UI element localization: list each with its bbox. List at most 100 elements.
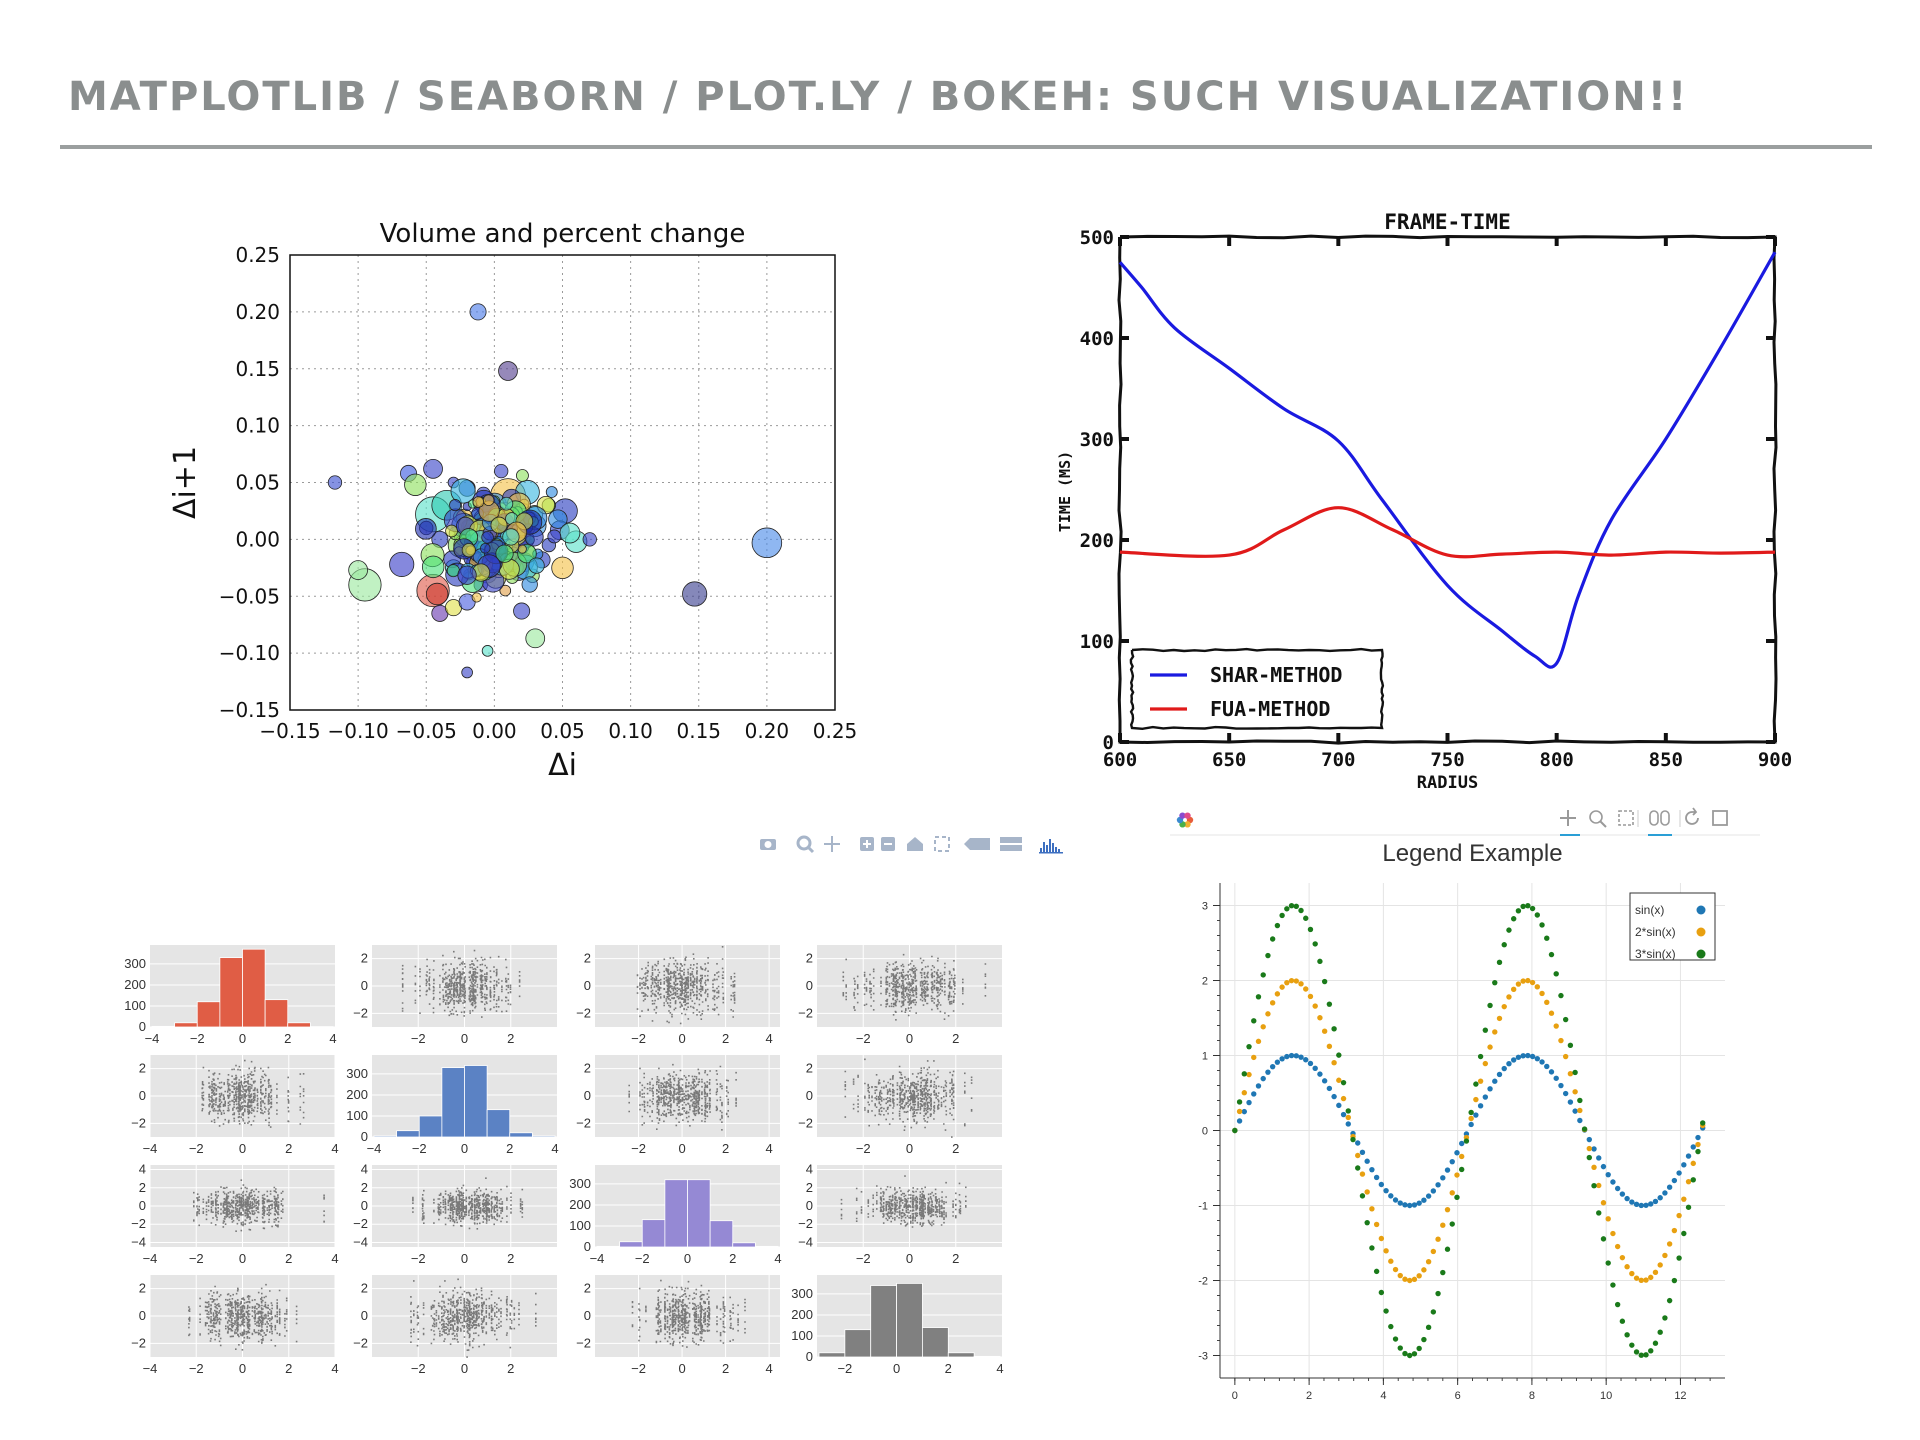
x-tick-label: −2 xyxy=(635,1251,650,1266)
x-tick-label: −2 xyxy=(856,1141,871,1156)
data-point xyxy=(502,528,520,546)
bokeh-toolbar xyxy=(1170,807,1760,836)
data-point xyxy=(1629,1199,1635,1205)
data-point xyxy=(499,496,514,511)
data-point xyxy=(1629,1342,1635,1348)
data-point xyxy=(1624,1264,1630,1270)
histogram-bar xyxy=(196,1001,221,1028)
data-point xyxy=(1496,1015,1503,1022)
histogram-bar xyxy=(264,999,289,1028)
histogram-bar xyxy=(242,948,266,1028)
data-point xyxy=(1326,1043,1333,1049)
hover-compare-icon[interactable] xyxy=(1000,837,1022,851)
save-tool-icon[interactable] xyxy=(1712,810,1728,826)
histogram-bar xyxy=(287,1022,311,1028)
y-tick-label: 2 xyxy=(584,951,591,966)
home-icon[interactable] xyxy=(907,837,923,851)
box-zoom-tool-icon[interactable] xyxy=(1589,810,1607,828)
zoom-out-icon[interactable] xyxy=(881,837,895,851)
data-point xyxy=(1553,1023,1559,1029)
histogram-bar xyxy=(870,1285,897,1358)
data-point xyxy=(1421,1267,1427,1273)
data-point xyxy=(1265,1069,1271,1075)
zoom-icon[interactable] xyxy=(796,835,815,854)
data-point xyxy=(1293,903,1299,909)
hover-closest-icon[interactable] xyxy=(964,838,990,850)
data-point xyxy=(1265,952,1271,959)
legend-label: SHAR-METHOD xyxy=(1210,663,1342,687)
x-tick-label: 12 xyxy=(1674,1390,1686,1402)
data-point xyxy=(1629,1270,1635,1277)
data-point xyxy=(1662,1252,1668,1259)
data-point xyxy=(1638,1277,1644,1284)
data-point xyxy=(1567,1099,1574,1105)
y-tick-label: −4 xyxy=(353,1234,368,1249)
x-tick-label: 2 xyxy=(729,1251,736,1266)
data-point xyxy=(1430,1248,1437,1255)
data-point xyxy=(1345,1108,1351,1114)
y-tick-label: 0 xyxy=(806,1088,813,1103)
y-tick-label: 0 xyxy=(139,1308,146,1323)
y-tick-label: 2 xyxy=(806,951,813,966)
data-point xyxy=(1312,1065,1318,1071)
x-tick-label: 0 xyxy=(461,1361,468,1376)
data-point xyxy=(1407,1202,1413,1209)
pair-panel: −2 0 2 −2 0 2 4 xyxy=(576,945,780,1046)
data-point xyxy=(1241,1090,1248,1096)
pair-panel: 0 100 200 300 −2 0 2 4 xyxy=(791,1275,1004,1376)
data-point xyxy=(1402,1202,1408,1208)
data-point xyxy=(1288,1052,1295,1059)
x-axis-label: Δi xyxy=(548,748,577,783)
y-tick-label: 0 xyxy=(806,1198,813,1213)
data-point xyxy=(1402,1276,1408,1282)
plotly-modebar xyxy=(760,835,1063,854)
box-select-tool-icon[interactable] xyxy=(1618,810,1634,826)
data-point xyxy=(327,475,343,490)
data-point xyxy=(495,544,514,563)
autoscale-icon[interactable] xyxy=(934,836,950,852)
scatter-points xyxy=(410,1278,537,1358)
data-point xyxy=(1586,1136,1592,1143)
data-point xyxy=(482,494,495,507)
x-tick-label: −2 xyxy=(189,1141,204,1156)
data-point xyxy=(445,524,458,538)
histogram-bar xyxy=(373,1135,398,1138)
data-point xyxy=(461,666,473,679)
data-point xyxy=(449,499,462,512)
plotly-logo-icon[interactable] xyxy=(1039,839,1063,854)
data-point xyxy=(1529,979,1536,986)
data-point xyxy=(1473,1112,1479,1118)
y-tick-label: −2 xyxy=(798,1115,813,1130)
data-point xyxy=(1562,1053,1569,1060)
pan-icon[interactable] xyxy=(824,836,840,852)
data-point xyxy=(490,516,508,534)
y-tick-label: 100 xyxy=(569,1218,591,1233)
x-tick-label: −2 xyxy=(631,1141,646,1156)
chart-title: Volume and percent change xyxy=(380,219,746,249)
data-point xyxy=(1336,1052,1342,1058)
reset-tool-icon[interactable] xyxy=(1685,807,1699,825)
y-tick-label: 0 xyxy=(361,1308,368,1323)
data-point xyxy=(1591,1146,1597,1152)
y-tick-label: −0.15 xyxy=(219,698,280,722)
data-point xyxy=(1487,1086,1493,1092)
data-point xyxy=(1241,1108,1248,1115)
zoom-in-icon[interactable] xyxy=(860,837,874,851)
data-point xyxy=(1345,1114,1351,1121)
wheel-zoom-tool-icon[interactable] xyxy=(1649,810,1670,826)
y-tick-label: −0.05 xyxy=(219,584,280,608)
y-tick-label: 2 xyxy=(139,1180,146,1195)
y-tick-label: 0 xyxy=(584,1088,591,1103)
pan-tool-icon[interactable] xyxy=(1560,810,1576,826)
data-point xyxy=(1312,941,1318,947)
data-point xyxy=(1458,1140,1465,1147)
camera-icon[interactable] xyxy=(760,839,776,850)
data-point xyxy=(1657,1329,1663,1335)
x-tick-label: −2 xyxy=(631,1361,646,1376)
data-point xyxy=(1364,1158,1370,1164)
data-point xyxy=(1666,1297,1673,1304)
data-point xyxy=(1440,1222,1446,1228)
data-point xyxy=(1411,1351,1418,1357)
data-point xyxy=(1383,1308,1389,1314)
data-point xyxy=(1487,1044,1493,1050)
